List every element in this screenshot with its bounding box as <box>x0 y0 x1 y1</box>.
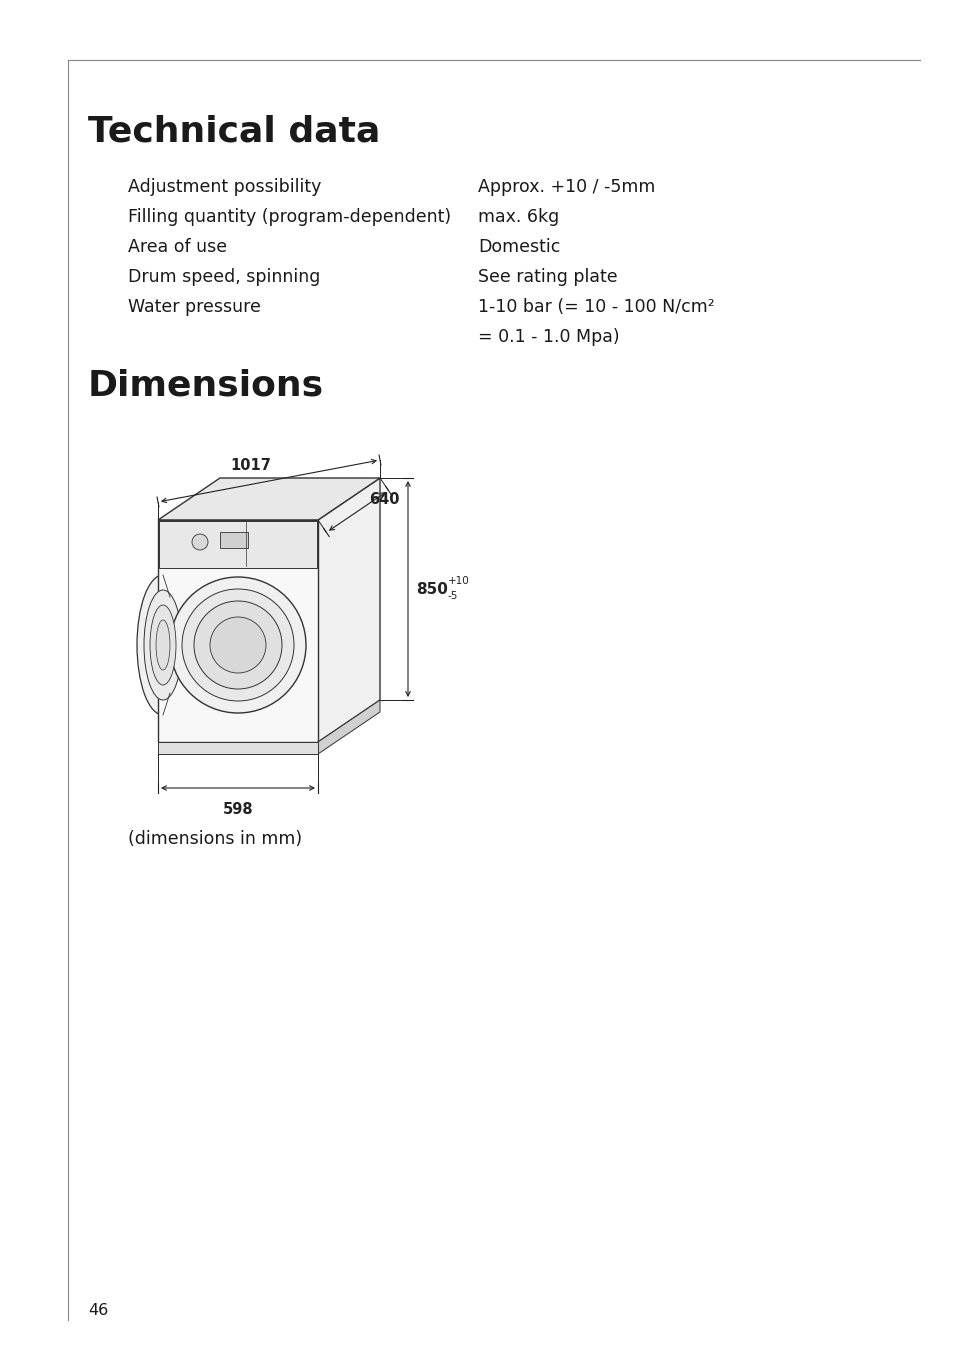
Bar <box>220 531 248 548</box>
Text: Drum speed, spinning: Drum speed, spinning <box>128 268 320 287</box>
Polygon shape <box>158 521 317 742</box>
Text: Approx. +10 / -5mm: Approx. +10 / -5mm <box>477 178 655 196</box>
Polygon shape <box>158 742 317 754</box>
Circle shape <box>193 602 282 690</box>
Text: Dimensions: Dimensions <box>88 368 324 402</box>
Ellipse shape <box>150 604 175 685</box>
Text: max. 6kg: max. 6kg <box>477 208 558 226</box>
Polygon shape <box>158 479 379 521</box>
Polygon shape <box>159 521 316 568</box>
Text: Water pressure: Water pressure <box>128 297 260 316</box>
Text: 46: 46 <box>88 1303 108 1318</box>
Text: (dimensions in mm): (dimensions in mm) <box>128 830 302 848</box>
Text: +10: +10 <box>448 576 469 585</box>
Text: 850: 850 <box>416 581 447 596</box>
Polygon shape <box>317 479 379 742</box>
Polygon shape <box>317 700 379 754</box>
Ellipse shape <box>137 575 189 715</box>
Circle shape <box>170 577 306 713</box>
Text: Filling quantity (program-dependent): Filling quantity (program-dependent) <box>128 208 451 226</box>
Text: Technical data: Technical data <box>88 115 380 149</box>
Text: 598: 598 <box>222 802 253 817</box>
Text: Domestic: Domestic <box>477 238 559 256</box>
Circle shape <box>210 617 266 673</box>
Circle shape <box>182 589 294 700</box>
Text: 1017: 1017 <box>231 458 272 473</box>
Text: Adjustment possibility: Adjustment possibility <box>128 178 321 196</box>
Text: Area of use: Area of use <box>128 238 227 256</box>
Circle shape <box>192 534 208 550</box>
Text: 640: 640 <box>369 492 399 507</box>
Ellipse shape <box>156 621 170 671</box>
Ellipse shape <box>144 589 182 700</box>
Text: See rating plate: See rating plate <box>477 268 617 287</box>
Text: = 0.1 - 1.0 Mpa): = 0.1 - 1.0 Mpa) <box>477 329 619 346</box>
Text: 1-10 bar (= 10 - 100 N/cm²: 1-10 bar (= 10 - 100 N/cm² <box>477 297 714 316</box>
Text: -5: -5 <box>448 591 457 602</box>
